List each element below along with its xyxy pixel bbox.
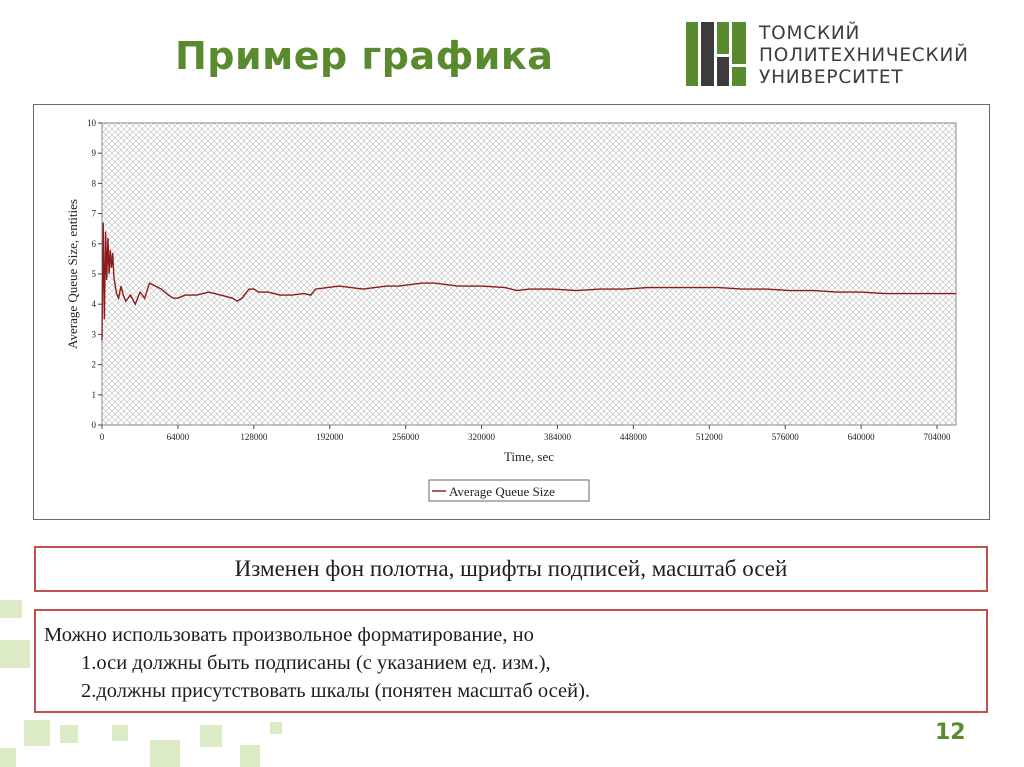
decor-square: [0, 748, 16, 767]
page-number: 12: [935, 720, 966, 745]
y-tick-label: 6: [92, 239, 97, 249]
decor-square: [270, 722, 282, 734]
logo-line: ТОМСКИЙ: [759, 23, 861, 44]
notes-intro: Можно использовать произвольное форматир…: [44, 624, 534, 646]
chart-frame: 0 1 2 3 4 5 6 7 8 9 10 0 64000 128000 192000 256000 320…: [33, 104, 990, 520]
decor-square: [60, 725, 78, 743]
caption-text: Изменен фон полотна, шрифты подписей, ма…: [234, 556, 788, 581]
y-tick-label: 2: [92, 360, 97, 370]
y-tick-label: 8: [92, 178, 97, 188]
caption-box: Изменен фон полотна, шрифты подписей, ма…: [34, 546, 988, 592]
x-tick-label: 384000: [544, 432, 572, 442]
logo-text: ТОМСКИЙ ПОЛИТЕХНИЧЕСКИЙ УНИВЕРСИТЕТ: [759, 23, 969, 89]
y-tick-label: 5: [92, 269, 97, 279]
y-tick-label: 3: [92, 329, 97, 339]
notes-item: 2.должны присутствовать шкалы (понятен м…: [81, 680, 591, 702]
university-logo: ТОМСКИЙ ПОЛИТЕХНИЧЕСКИЙ УНИВЕРСИТЕТ: [686, 22, 986, 90]
x-tick-label: 0: [100, 432, 105, 442]
y-tick-label: 0: [92, 420, 97, 430]
notes-item: 1.оси должны быть подписаны (с указанием…: [81, 652, 551, 674]
x-tick-label: 64000: [167, 432, 190, 442]
decor-square: [240, 745, 260, 767]
series-line: [101, 222, 956, 341]
decor-square: [0, 600, 22, 618]
x-tick-label: 128000: [240, 432, 267, 442]
decor-square: [200, 725, 222, 747]
x-tick-label: 512000: [696, 432, 724, 442]
x-tick-label: 256000: [392, 432, 420, 442]
y-tick-label: 9: [92, 148, 97, 158]
queue-size-chart: 0 1 2 3 4 5 6 7 8 9 10 0 64000 128000 192000 256000 320…: [65, 118, 957, 502]
legend: Average Queue Size: [428, 479, 590, 502]
logo-line: ПОЛИТЕХНИЧЕСКИЙ: [759, 45, 969, 66]
logo-mark-icon: [686, 22, 746, 86]
y-axis: 0 1 2 3 4 5 6 7 8 9 10: [87, 118, 102, 430]
slide-title: Пример графика: [175, 34, 554, 78]
x-tick-label: 448000: [620, 432, 648, 442]
decor-square: [150, 740, 180, 767]
x-tick-label: 576000: [772, 432, 800, 442]
x-axis-label: Time, sec: [504, 449, 554, 464]
notes-box: Можно использовать произвольное форматир…: [34, 609, 988, 713]
y-axis-label: Average Queue Size, entities: [65, 199, 80, 349]
decor-square: [24, 720, 50, 746]
x-tick-label: 704000: [924, 432, 952, 442]
y-tick-label: 7: [92, 209, 97, 219]
x-tick-label: 320000: [468, 432, 496, 442]
decor-square: [112, 725, 128, 741]
x-axis: 0 64000 128000 192000 256000 320000 384000 4480…: [100, 425, 951, 442]
y-tick-label: 4: [92, 299, 97, 309]
decor-square: [0, 640, 30, 668]
x-tick-label: 640000: [848, 432, 876, 442]
x-tick-label: 192000: [316, 432, 344, 442]
legend-label: Average Queue Size: [449, 484, 555, 499]
y-tick-label: 10: [87, 118, 97, 128]
y-tick-label: 1: [92, 390, 97, 400]
logo-line: УНИВЕРСИТЕТ: [759, 67, 904, 88]
plot-background: [101, 122, 957, 426]
